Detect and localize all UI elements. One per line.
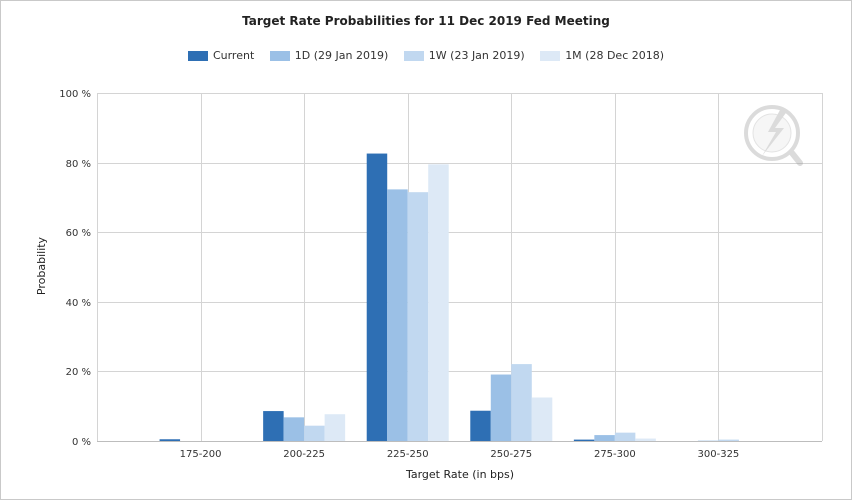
bar — [573, 439, 595, 441]
bar — [283, 417, 305, 441]
x-axis-title: Target Rate (in bps) — [405, 468, 514, 481]
bars-layer — [159, 153, 739, 441]
bar — [490, 374, 512, 441]
bar — [470, 410, 491, 441]
bar — [387, 189, 408, 441]
legend-swatch-1m — [540, 50, 561, 61]
watermark-logo-icon — [744, 105, 803, 166]
x-tick-label: 300-325 — [698, 449, 740, 460]
grid-layer — [97, 93, 823, 442]
bar — [531, 397, 553, 441]
bar — [614, 432, 636, 441]
y-tick-label: 60 % — [66, 228, 91, 239]
legend-item-1d: 1D (29 Jan 2019) — [269, 49, 389, 62]
x-tick-label: 250-275 — [490, 449, 532, 460]
y-axis-title: Probability — [35, 236, 48, 295]
x-tick-label: 200-225 — [283, 449, 325, 460]
bar — [304, 425, 325, 441]
bar — [324, 414, 346, 441]
legend-label-1d: 1D (29 Jan 2019) — [294, 49, 389, 62]
bar — [428, 164, 449, 441]
legend-label-1w: 1W (23 Jan 2019) — [428, 49, 525, 62]
axis-layer: 0 % 20 % 40 % 60 % 80 % 100 % 175-200 200-225 22… — [59, 89, 822, 460]
legend-item-1w: 1W (23 Jan 2019) — [403, 49, 525, 62]
x-tick-label: 175-200 — [180, 449, 222, 460]
bar — [159, 439, 181, 441]
legend-swatch-1d — [269, 50, 290, 61]
bar — [511, 364, 532, 441]
legend-swatch-current — [187, 50, 208, 61]
bar — [263, 411, 284, 441]
legend-item-1m: 1M (28 Dec 2018) — [540, 49, 664, 62]
legend-label-1m: 1M (28 Dec 2018) — [565, 49, 665, 62]
legend-label-current: Current — [212, 49, 255, 62]
bar — [594, 435, 615, 441]
x-tick-label: 275-300 — [594, 449, 636, 460]
x-tick-label: 225-250 — [387, 449, 429, 460]
bar — [407, 192, 429, 441]
y-tick-label: 20 % — [66, 367, 91, 378]
chart-legend: Current 1D (29 Jan 2019) 1W (23 Jan 2019… — [0, 49, 852, 64]
bar — [718, 439, 739, 441]
y-tick-label: 40 % — [66, 298, 91, 309]
legend-item-current: Current — [187, 49, 255, 62]
y-tick-label: 80 % — [66, 159, 91, 170]
y-tick-label: 100 % — [59, 89, 91, 100]
legend-swatch-1w — [403, 50, 424, 61]
chart-title: Target Rate Probabilities for 11 Dec 201… — [242, 14, 610, 28]
y-tick-label: 0 % — [72, 437, 91, 448]
bar — [635, 438, 656, 441]
bar — [366, 153, 388, 441]
